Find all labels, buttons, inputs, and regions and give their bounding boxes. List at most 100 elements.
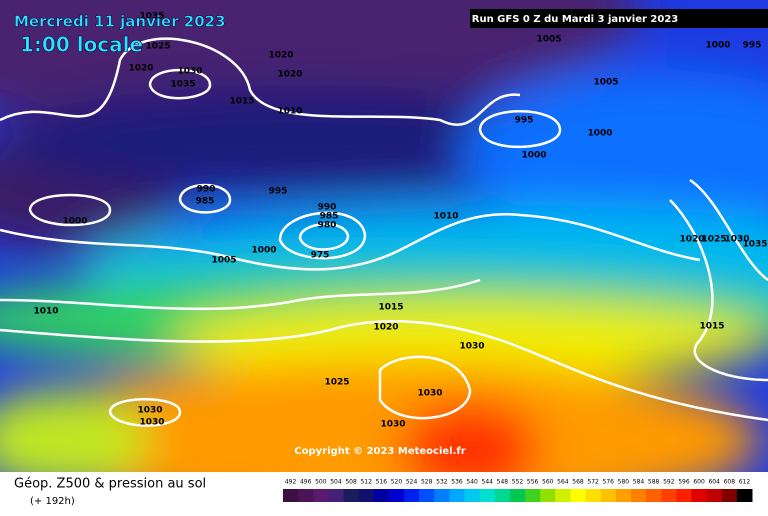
legend-swatch	[706, 489, 723, 502]
isobar-label: 995	[743, 41, 762, 51]
legend-label: 548	[497, 479, 509, 486]
legend-swatch	[449, 489, 466, 502]
legend-swatch	[600, 489, 617, 502]
isobar-label: 1035	[170, 80, 195, 90]
legend-label: 500	[315, 479, 327, 486]
legend-swatch	[615, 489, 632, 502]
isobar-label: 1025	[145, 42, 170, 52]
legend-label: 568	[572, 479, 584, 486]
legend-label: 600	[693, 479, 705, 486]
legend-label: 532	[436, 479, 448, 486]
isobar-label: 1000	[62, 217, 87, 227]
legend-label: 580	[618, 479, 630, 486]
legend-label: 552	[512, 479, 524, 486]
footer-title: Géop. Z500 & pression au sol	[14, 477, 206, 492]
isobar-label: 1000	[705, 41, 730, 51]
legend-label: 536	[451, 479, 463, 486]
legend-swatch	[555, 489, 571, 502]
isobar-label: 1010	[277, 107, 302, 117]
legend-label: 556	[527, 479, 539, 486]
legend-label: 576	[603, 479, 615, 486]
isobar-label: 1030	[137, 406, 162, 416]
isobar-label: 1030	[724, 235, 749, 245]
run-info: Run GFS 0 Z du Mardi 3 janvier 2023	[472, 14, 679, 25]
legend-swatch	[404, 489, 420, 502]
legend-swatch	[479, 489, 496, 502]
legend-swatch	[736, 489, 753, 502]
legend-swatch	[419, 489, 435, 502]
isobar-label: 1015	[229, 97, 254, 107]
legend-swatch	[464, 489, 481, 502]
isobar-label: 1005	[593, 78, 618, 88]
legend-label: 492	[285, 479, 297, 486]
isobar-label: 1035	[139, 12, 164, 22]
isobar-label: 975	[311, 251, 330, 261]
isobar-label: 1035	[742, 240, 767, 250]
legend-swatch	[343, 489, 360, 502]
legend-swatch	[585, 489, 602, 502]
run-box	[470, 9, 768, 28]
legend-label: 540	[466, 479, 478, 486]
legend-label: 604	[708, 479, 720, 486]
legend-label: 572	[587, 479, 599, 486]
isobar-label: 995	[515, 116, 534, 126]
legend-swatch	[494, 489, 511, 502]
isobar-label: 1020	[128, 64, 153, 74]
legend-label: 588	[648, 479, 660, 486]
isobar-label: 1020	[373, 323, 398, 333]
legend-label: 564	[557, 479, 569, 486]
isobar-label: 985	[196, 197, 215, 207]
valid-date: Mercredi 11 janvier 2023	[14, 13, 226, 31]
legend-swatch	[373, 489, 390, 502]
isobar-label: 990	[197, 185, 216, 195]
legend-swatch	[540, 489, 556, 502]
legend-label: 504	[330, 479, 342, 486]
isobar-label: 1020	[268, 51, 293, 61]
legend-swatch	[313, 489, 329, 502]
legend-label: 608	[724, 479, 736, 486]
isobar-label: 985	[320, 212, 339, 222]
legend-label: 520	[391, 479, 403, 486]
copyright: Copyright © 2023 Meteociel.fr	[294, 446, 465, 457]
isobar-label: 1030	[459, 342, 484, 352]
legend-swatch	[283, 489, 299, 502]
isobar-label: 1010	[433, 212, 458, 222]
legend-swatch	[691, 489, 708, 502]
isobar-label: 1030	[380, 420, 405, 430]
isobar-label: 1020	[679, 235, 704, 245]
legend-swatch	[358, 489, 375, 502]
legend-swatch	[434, 489, 450, 502]
isobar-label: 995	[269, 187, 288, 197]
legend-label: 516	[376, 479, 388, 486]
isobar-label: 1000	[521, 151, 546, 161]
legend-label: 612	[739, 479, 751, 486]
isobar-label: 1000	[587, 129, 612, 139]
legend-label: 544	[482, 479, 494, 486]
legend-swatch	[676, 489, 692, 502]
isobar-label: 1030	[177, 67, 202, 77]
isobar-label: 1000	[251, 246, 276, 256]
isobar-label: 1030	[139, 418, 164, 428]
valid-time: 1:00 locale	[20, 33, 143, 57]
isobar-label: 1015	[699, 322, 724, 332]
legend-label: 592	[663, 479, 675, 486]
isobar-label: 1015	[378, 303, 403, 313]
legend-label: 584	[633, 479, 645, 486]
isobar-label: 980	[318, 221, 337, 231]
legend-label: 512	[360, 479, 372, 486]
legend-swatch	[328, 489, 345, 502]
legend-label: 596	[678, 479, 690, 486]
isobar-label: 1005	[536, 35, 561, 45]
isobar-label: 1030	[417, 389, 442, 399]
isobar-label: 990	[318, 203, 337, 213]
legend-label: 496	[300, 479, 312, 486]
legend-label: 528	[421, 479, 433, 486]
isobar-label: 1025	[324, 378, 349, 388]
legend-swatch	[721, 489, 738, 502]
legend-swatch	[661, 489, 677, 502]
legend-label: 524	[406, 479, 418, 486]
legend-label: 560	[542, 479, 554, 486]
isobar-label: 1010	[33, 307, 58, 317]
